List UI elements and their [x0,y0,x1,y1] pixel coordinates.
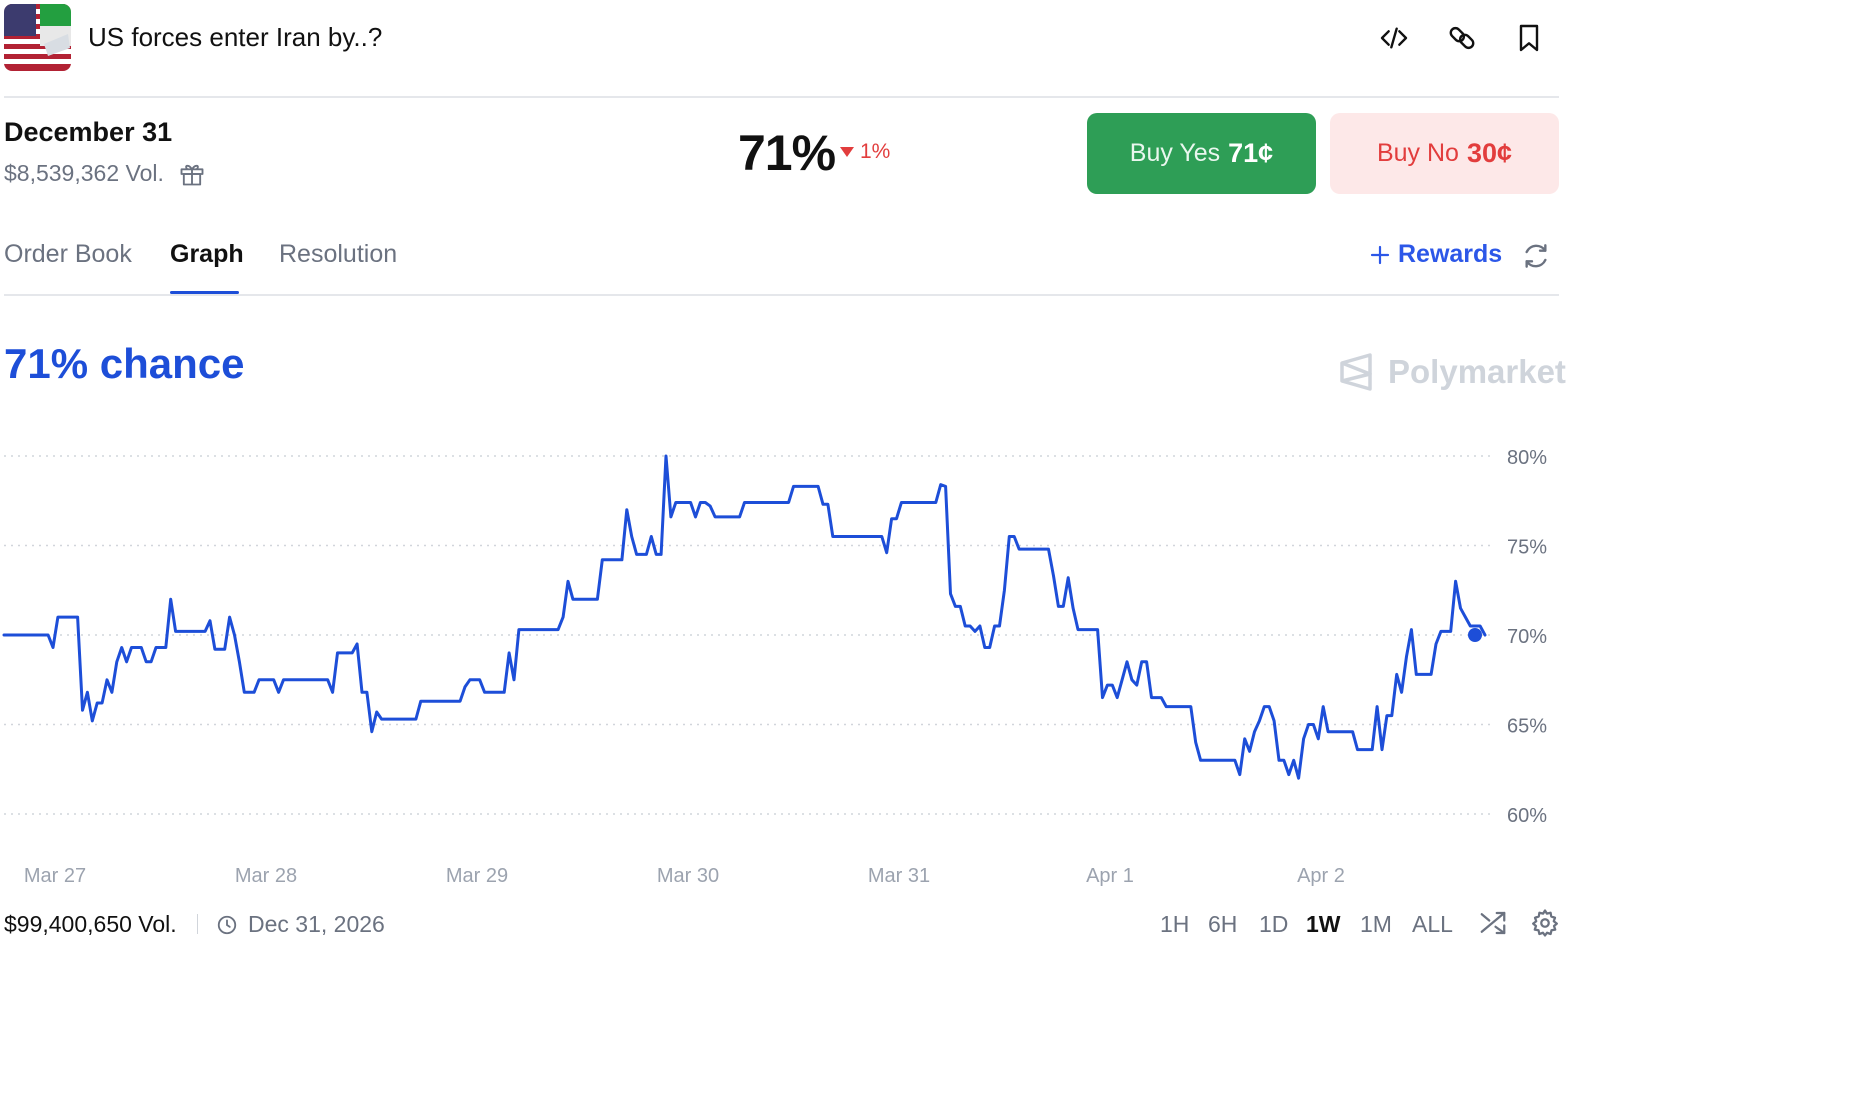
buy-yes-label: Buy Yes [1129,139,1221,167]
buy-no-price: 30¢ [1466,138,1513,168]
tab-resolution[interactable]: Resolution [279,240,398,268]
outcome-volume: $8,539,362 Vol. [4,160,164,186]
buy-no-label: Buy No [1376,139,1459,167]
polymarket-watermark: Polymarket [1338,352,1566,392]
series-line [2,454,1487,780]
active-tab-indicator [170,291,239,294]
code-icon[interactable] [1376,20,1412,56]
probability-change: 1% [840,140,890,164]
y-tick-label: 80% [1507,447,1547,469]
y-tick-label: 65% [1507,716,1547,738]
buy-no-button[interactable]: Buy No 30¢ [1330,113,1559,194]
x-tick-label: Apr 1 [1086,865,1134,887]
refresh-icon[interactable] [1520,240,1552,272]
x-tick-label: Mar 29 [446,865,508,887]
tab-order-book[interactable]: Order Book [4,240,132,268]
market-thumbnail [4,4,71,71]
range-1h[interactable]: 1H [1160,911,1190,937]
footer-separator [197,914,198,934]
us-iran-flag-image [4,4,71,71]
end-date: Dec 31, 2026 [216,911,385,938]
y-tick-label: 75% [1507,537,1547,559]
x-tick-label: Mar 28 [235,865,297,887]
bookmark-icon[interactable] [1511,20,1547,56]
tab-graph[interactable]: Graph [170,240,244,268]
shuffle-icon[interactable] [1478,908,1508,938]
price-history-chart[interactable]: 80% 75% 70% 65% 60% Mar 27 Mar 28 Mar 29 Mar 30 M… [0,420,1858,900]
polymarket-brand-text: Polymarket [1388,353,1566,390]
link-icon[interactable] [1444,20,1480,56]
down-triangle-icon [840,147,854,157]
tabs-divider [4,294,1559,296]
outcome-date: December 31 [4,117,173,147]
range-6h[interactable]: 6H [1208,911,1238,937]
plus-icon [1370,245,1390,264]
buy-yes-button[interactable]: Buy Yes 71¢ [1087,113,1316,194]
gift-icon[interactable] [178,160,206,188]
y-tick-label: 60% [1507,805,1547,827]
market-title: US forces enter Iran by..? [88,22,383,52]
series-end-point [1468,628,1482,642]
polymarket-logo-icon [1340,353,1372,391]
x-tick-label: Apr 2 [1297,865,1345,887]
header-divider [4,96,1559,98]
end-date-value: Dec 31, 2026 [248,911,385,937]
rewards-button[interactable]: Rewards [1370,240,1502,269]
probability-change-value: 1% [860,140,891,163]
rewards-label: Rewards [1398,240,1503,268]
buy-yes-price: 71¢ [1228,138,1274,168]
settings-gear-icon[interactable] [1530,908,1560,938]
x-tick-label: Mar 27 [24,865,86,887]
range-1d[interactable]: 1D [1259,911,1289,937]
range-1w[interactable]: 1W [1306,911,1341,937]
clock-icon [217,915,237,934]
y-tick-label: 70% [1507,626,1547,648]
chance-label: 71% chance [4,340,245,387]
total-volume: $99,400,650 Vol. [4,911,177,937]
x-tick-label: Mar 31 [868,865,930,887]
x-tick-label: Mar 30 [657,865,719,887]
current-probability: 71% [738,125,836,181]
range-1m[interactable]: 1M [1360,911,1392,937]
range-all[interactable]: ALL [1412,911,1453,937]
